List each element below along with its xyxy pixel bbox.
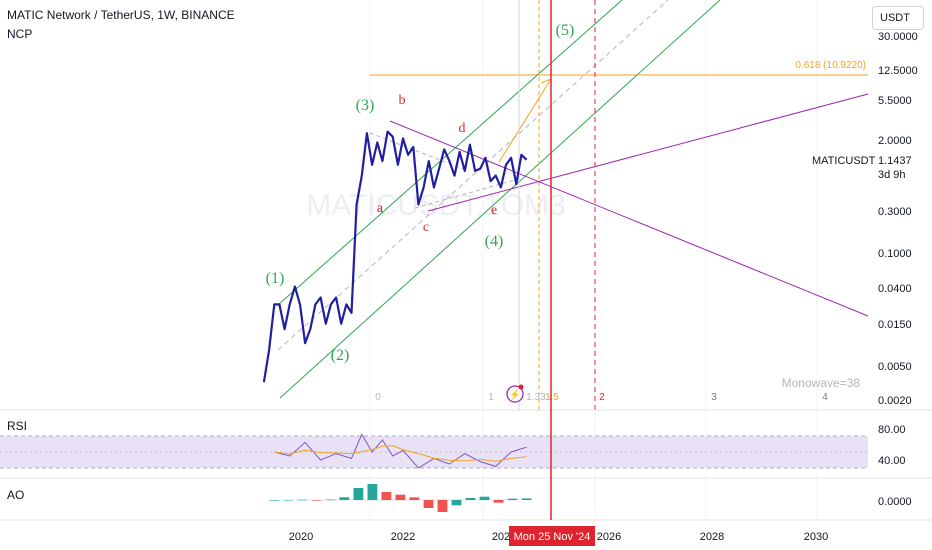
bar-countdown-label: 3d 9h — [878, 169, 906, 181]
time-axis[interactable]: 2020 2022 202 2026 2028 2030 — [289, 531, 828, 543]
wave-label-5: (5) — [556, 22, 575, 39]
svg-text:1: 1 — [488, 392, 494, 403]
ao-bar — [283, 499, 294, 501]
dividend-event-icon[interactable]: ⚡ — [506, 384, 524, 403]
svg-text:2022: 2022 — [391, 531, 415, 543]
watermark: MATICUSDT.1OM3 — [306, 189, 565, 222]
svg-text:2026: 2026 — [597, 531, 621, 543]
svg-text:30.0000: 30.0000 — [878, 31, 918, 43]
fib-label: 0.618 (10.9220) — [795, 60, 866, 71]
svg-text:0.0150: 0.0150 — [878, 319, 912, 331]
svg-text:5.5000: 5.5000 — [878, 95, 912, 107]
projection-arrow — [498, 78, 552, 163]
ao-bar — [311, 500, 322, 501]
ao-bar — [381, 492, 392, 500]
ao-bar — [409, 497, 420, 500]
monowave-label: Monowave=38 — [782, 376, 861, 390]
svg-text:0.0400: 0.0400 — [878, 283, 912, 295]
crosshair-time-label-bg — [509, 526, 595, 546]
grid — [369, 0, 818, 520]
ao-bar — [465, 498, 476, 500]
svg-text:1.5: 1.5 — [545, 392, 559, 403]
svg-text:0.0020: 0.0020 — [878, 395, 912, 407]
svg-text:0: 0 — [375, 392, 381, 403]
channel-upper-line[interactable] — [277, 0, 623, 306]
rsi-pane-label[interactable]: RSI — [7, 419, 28, 433]
current-symbol-label: MATICUSDT — [812, 155, 876, 167]
currency-button[interactable]: USDT — [872, 6, 924, 30]
svg-text:202: 202 — [492, 531, 510, 543]
rsi-line[interactable] — [274, 433, 527, 469]
ao-bar — [451, 500, 462, 506]
svg-text:2030: 2030 — [804, 531, 828, 543]
ao-bar — [353, 488, 364, 500]
indicator-label[interactable]: NCP — [7, 27, 33, 41]
ao-bar — [339, 497, 350, 500]
wave-label-d: d — [459, 121, 466, 136]
wave-label-1: (1) — [266, 270, 285, 287]
symbol-title[interactable]: MATIC Network / TetherUS, 1W, BINANCE — [7, 8, 235, 22]
ao-histogram[interactable] — [269, 484, 532, 512]
svg-text:0.1000: 0.1000 — [878, 248, 912, 260]
wave-label-c: c — [423, 220, 429, 235]
svg-text:0.3000: 0.3000 — [878, 206, 912, 218]
triangle-upper-line[interactable] — [389, 120, 869, 317]
wave-label-2: (2) — [331, 347, 350, 364]
triangle-lower-line[interactable] — [427, 93, 869, 212]
price-series-line[interactable] — [262, 130, 528, 383]
ao-bar — [521, 498, 532, 500]
channel-mid-line — [277, 0, 669, 351]
svg-text:3: 3 — [711, 392, 717, 403]
svg-text:2020: 2020 — [289, 531, 313, 543]
rsi-band — [0, 436, 868, 468]
svg-text:2.0000: 2.0000 — [878, 135, 912, 147]
wave-label-a: a — [377, 201, 384, 216]
ao-bar — [269, 500, 280, 501]
ao-bar — [395, 494, 406, 500]
wave-labels: (1) (2) (3) (4) (5) a b c d e — [266, 22, 575, 364]
ao-pane-label[interactable]: AO — [7, 488, 25, 502]
svg-text:0.0050: 0.0050 — [878, 361, 912, 373]
wave-label-b: b — [399, 93, 406, 108]
wave-label-4: (4) — [485, 233, 504, 250]
triangle-lines[interactable] — [389, 93, 869, 317]
ao-bar — [437, 500, 448, 512]
rsi-scale: 80.00 40.00 — [878, 424, 906, 467]
ao-bar — [507, 498, 518, 500]
parallel-channel[interactable] — [277, 0, 721, 399]
rsi-ma-line — [274, 445, 527, 462]
ao-scale-tick: 0.0000 — [878, 496, 912, 508]
svg-text:1.33: 1.33 — [526, 392, 546, 403]
ao-bar — [479, 496, 490, 500]
channel-lower-line[interactable] — [279, 0, 721, 399]
crosshair-time-label: Mon 25 Nov '24 — [514, 531, 591, 543]
svg-text:2: 2 — [599, 392, 605, 403]
ao-bar — [493, 500, 504, 503]
svg-text:80.00: 80.00 — [878, 424, 906, 436]
current-price-label: 1.1437 — [878, 155, 912, 167]
ao-bar — [367, 484, 378, 500]
svg-text:4: 4 — [822, 392, 828, 403]
svg-text:40.00: 40.00 — [878, 455, 906, 467]
price-scale[interactable]: 30.0000 12.5000 5.5000 2.0000 0.3000 0.1… — [878, 31, 918, 407]
wave-label-e: e — [491, 203, 497, 218]
ao-bar — [325, 499, 336, 501]
ao-bar — [297, 499, 308, 501]
svg-text:⚡: ⚡ — [509, 388, 521, 401]
svg-text:12.5000: 12.5000 — [878, 65, 918, 77]
svg-text:2028: 2028 — [700, 531, 724, 543]
ao-bar — [423, 500, 434, 508]
time-marker-labels: 0 1 1.33 1.5 2 3 4 — [375, 392, 828, 403]
wave-label-3: (3) — [356, 97, 375, 114]
time-marker-lines — [518, 0, 596, 410]
